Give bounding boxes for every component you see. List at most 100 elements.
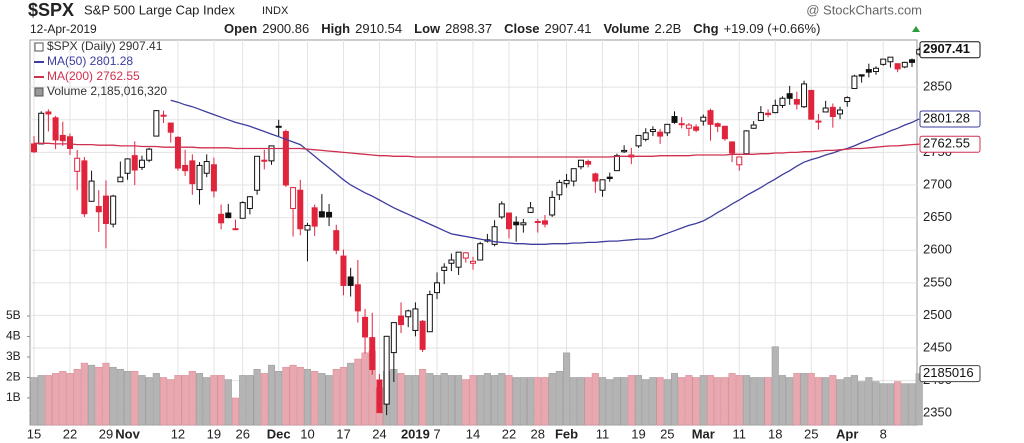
candle-body [577,159,584,168]
volume-bar [37,375,45,426]
candle-body [844,97,851,103]
x-tick-label: Feb [555,426,578,441]
candle-body [232,228,239,231]
volume-bar [260,373,268,426]
quote-label: Close [504,21,539,36]
candle-body [347,276,354,286]
candle-body [541,220,548,225]
y-tick-label: 2700 [923,176,952,191]
candle-body [419,320,426,350]
volume-bar [584,377,592,426]
volume-bar [174,375,182,426]
x-tick-label: 17 [336,426,350,441]
candle-body [362,316,369,338]
x-tick-label: 24 [372,426,386,441]
volume-bar [311,371,319,426]
volume-bar [836,379,844,426]
volume-layer [30,346,923,426]
candle-body [837,109,844,115]
candle-body [613,155,620,172]
volume-bar [879,383,887,426]
candle-body [505,212,512,230]
candle-body [31,143,37,153]
volume-bar [131,371,139,426]
candle-body [167,122,174,133]
x-tick-label: 11 [596,426,610,441]
volume-bar [735,375,743,426]
volume-bar [231,397,240,426]
volume-bar [167,379,175,426]
volume-bar [872,381,880,426]
candle-body [203,161,210,174]
candle-body [736,156,743,166]
volume-bar [275,371,283,426]
candle-body [81,160,88,215]
volume-bar [318,373,326,426]
candle-body [685,124,692,129]
x-tick-label: 18 [768,426,782,441]
candle-body [412,308,419,331]
candle-body [865,69,872,73]
volume-bar [210,375,218,426]
volume-bar [419,369,427,426]
legend-swatch [34,87,44,97]
quote-line: Open 2900.86 High 2910.54 Low 2898.37 Close 290… [224,21,820,36]
candle-body [38,112,45,145]
candle-body [477,243,484,261]
volume-bar [181,375,189,426]
volume-bar [843,377,851,426]
volume-bar [440,373,448,426]
candle-body [470,260,476,264]
y-tick-label: 2500 [923,307,952,322]
candle-body [671,116,678,123]
quote-label: High [321,21,350,36]
volume-bar [721,377,729,426]
volume-bar [742,375,751,426]
x-tick-label: 2019 [401,426,430,441]
volume-bar [239,375,247,426]
y-tick-label: 2850 [923,79,952,94]
volume-bar [778,375,787,426]
candle-body [196,164,203,191]
last-value-label: 2762.55 [923,136,970,151]
candle-body [354,284,361,312]
volume-bar [203,377,211,426]
volume-bar [800,373,808,426]
candle-body [757,112,764,121]
volume-bar [282,366,290,426]
candle-body [268,145,275,162]
volume-bar [109,366,117,426]
exchange: INDX [262,5,289,17]
x-tick-label: 25 [804,426,818,441]
candle-body [534,221,541,224]
volume-bar [850,375,858,426]
candle-body [146,148,153,161]
volume-bar [548,373,556,426]
candle-body [304,224,311,231]
source: @ StockCharts.com [806,2,922,17]
volume-bar [728,373,736,426]
candle-body [225,212,232,219]
legend-label: Volume 2,185,016,320 [47,84,167,98]
y-tick-label: 2550 [923,274,952,289]
ma-line [170,99,920,245]
candle-body [707,110,714,125]
volume-bar [814,377,822,426]
candle-body [74,157,81,172]
volume-bar [527,377,535,426]
candle-body [829,106,836,118]
candle-body [664,123,671,134]
candle-body [210,164,217,192]
quote-label: Open [224,21,257,36]
candle-body [160,114,167,117]
candle-body [462,252,469,259]
volume-bar [289,364,297,426]
quote-value: +19.09 (+0.66%) [724,21,821,36]
volume-bar [138,375,146,426]
candle-body [131,155,138,171]
volume-bar [670,373,679,426]
candle-body [880,58,887,65]
y2-tick-label: 1B [6,390,21,404]
quote-label: Volume [604,21,650,36]
